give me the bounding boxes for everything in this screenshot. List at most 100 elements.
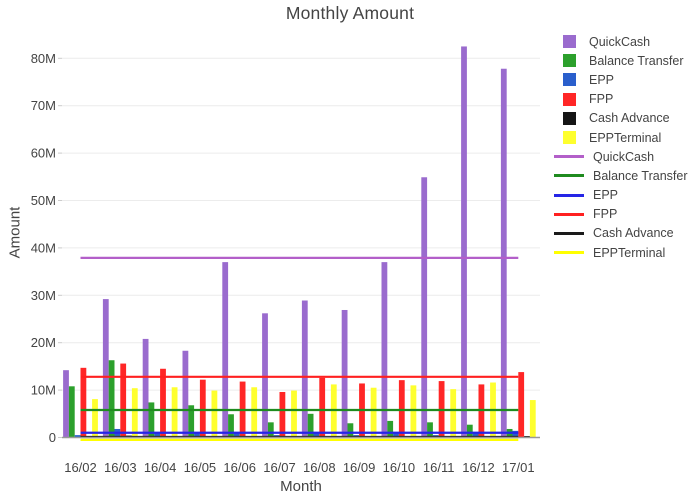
bar-balance-transfer-16/11[interactable] (427, 422, 433, 438)
bar-eppterminal-16/03[interactable] (131, 388, 138, 438)
x-tick-label-16/07: 16/07 (263, 460, 296, 475)
y-tick-label-30M: 30M (31, 288, 56, 303)
x-tick-label-16/03: 16/03 (104, 460, 137, 475)
bar-balance-transfer-16/08[interactable] (307, 413, 314, 438)
bar-fpp-16/02[interactable] (80, 367, 87, 438)
legend-item-balance-transfer-line[interactable]: Balance Transfer (554, 166, 699, 185)
bar-eppterminal-16/07[interactable] (291, 390, 297, 438)
legend-label-epp-line: EPP (593, 188, 619, 203)
legend-label-quickcash-bar: QuickCash (589, 34, 651, 49)
bar-quickcash-16/09[interactable] (341, 309, 348, 438)
x-tick-label-17/01: 17/01 (502, 460, 535, 475)
bar-eppterminal-16/11[interactable] (450, 389, 457, 438)
bar-fpp-16/10[interactable] (398, 380, 405, 438)
bar-balance-transfer-16/03[interactable] (108, 360, 115, 438)
bar-eppterminal-16/04[interactable] (171, 387, 178, 438)
bar-eppterminal-16/09[interactable] (370, 387, 377, 438)
y-tick-label-40M: 40M (31, 240, 56, 255)
bar-epp-17/01[interactable] (512, 430, 519, 438)
y-tick-label-60M: 60M (31, 146, 56, 161)
legend-label-balance-transfer-bar: Balance Transfer (589, 53, 684, 68)
legend-line-swatch-fpp (554, 212, 584, 216)
y-tick-label-20M: 20M (31, 335, 56, 350)
bar-epp-16/05[interactable] (194, 433, 200, 438)
legend-item-epp-bar[interactable]: EPP (554, 70, 699, 89)
legend-item-quickcash-line[interactable]: QuickCash (554, 147, 699, 166)
legend-line-swatch-cash-advance (554, 231, 584, 235)
legend: QuickCash Balance Transfer EPP FPP Cash Adva… (554, 32, 699, 262)
legend-label-balance-transfer-line: Balance Transfer (593, 168, 688, 183)
bar-balance-transfer-16/09[interactable] (347, 423, 354, 438)
legend-square-swatch-cash-advance (563, 111, 576, 125)
legend-label-quickcash-line: QuickCash (593, 149, 655, 164)
legend-line-swatch-eppterminal (554, 251, 584, 255)
bar-quickcash-16/10[interactable] (381, 262, 388, 438)
bar-fpp-16/04[interactable] (160, 368, 166, 438)
bar-quickcash-16/04[interactable] (142, 338, 149, 438)
legend-item-fpp-line[interactable]: FPP (554, 205, 699, 224)
bar-epp-16/10[interactable] (393, 432, 399, 438)
y-tick-label-10M: 10M (31, 383, 56, 398)
y-tick-label-50M: 50M (31, 193, 56, 208)
legend-square-swatch-quickcash (563, 35, 576, 49)
bar-epp-16/08[interactable] (313, 433, 320, 438)
legend-item-fpp-bar[interactable]: FPP (554, 90, 699, 109)
x-tick-label-16/09: 16/09 (343, 460, 376, 475)
legend-item-eppterminal-line[interactable]: EPPTerminal (554, 243, 699, 262)
bar-eppterminal-16/02[interactable] (92, 399, 98, 438)
bar-eppterminal-16/06[interactable] (251, 387, 258, 438)
legend-label-cash-advance-bar: Cash Advance (589, 111, 670, 126)
bar-fpp-16/03[interactable] (120, 363, 127, 438)
bar-quickcash-16/07[interactable] (262, 313, 268, 438)
x-tick-label-16/10: 16/10 (383, 460, 416, 475)
bar-balance-transfer-16/05[interactable] (188, 405, 195, 438)
bar-quickcash-16/06[interactable] (222, 262, 229, 438)
legend-label-eppterminal-bar: EPPTerminal (589, 130, 662, 145)
legend-item-quickcash-bar[interactable]: QuickCash (554, 32, 699, 51)
bar-balance-transfer-16/04[interactable] (148, 402, 155, 438)
bar-fpp-16/05[interactable] (199, 379, 206, 438)
bar-eppterminal-16/10[interactable] (410, 385, 417, 438)
legend-square-swatch-balance-transfer (563, 54, 576, 68)
bar-quickcash-17/01[interactable] (500, 68, 507, 438)
bar-quickcash-16/11[interactable] (421, 177, 428, 438)
legend-line-swatch-quickcash (554, 155, 584, 159)
bar-epp-16/02[interactable] (74, 435, 81, 438)
legend-item-eppterminal-bar[interactable]: EPPTerminal (554, 128, 699, 147)
bar-balance-transfer-16/10[interactable] (387, 420, 394, 438)
legend-item-cash-advance-line[interactable]: Cash Advance (554, 224, 699, 243)
bar-fpp-17/01[interactable] (518, 372, 525, 438)
bar-eppterminal-17/01[interactable] (529, 400, 536, 438)
legend-item-epp-line[interactable]: EPP (554, 186, 699, 205)
bar-epp-16/06[interactable] (233, 432, 240, 438)
bar-balance-transfer-16/07[interactable] (267, 422, 274, 438)
legend-square-swatch-fpp (563, 92, 576, 106)
x-tick-label-16/04: 16/04 (144, 460, 177, 475)
bar-fpp-16/08[interactable] (319, 377, 326, 438)
bar-epp-16/04[interactable] (154, 432, 161, 438)
legend-line-swatch-epp (554, 193, 584, 197)
y-tick-label-80M: 80M (31, 51, 56, 66)
legend-label-cash-advance-line: Cash Advance (593, 226, 674, 241)
legend-line-swatch-balance-transfer (554, 174, 584, 178)
bar-quickcash-16/08[interactable] (301, 300, 308, 438)
legend-item-balance-transfer-bar[interactable]: Balance Transfer (554, 51, 699, 70)
y-tick-label-0: 0 (49, 430, 56, 445)
bar-quickcash-16/12[interactable] (461, 46, 467, 438)
bar-fpp-16/07[interactable] (279, 392, 286, 438)
bar-balance-transfer-16/02[interactable] (68, 386, 75, 438)
legend-item-cash-advance-bar[interactable]: Cash Advance (554, 109, 699, 128)
bar-quickcash-16/02[interactable] (63, 370, 69, 438)
x-tick-label-16/11: 16/11 (423, 460, 455, 475)
bar-epp-16/12[interactable] (472, 433, 479, 438)
bar-quickcash-16/03[interactable] (102, 299, 109, 438)
x-tick-label-16/06: 16/06 (223, 460, 256, 475)
bar-balance-transfer-16/12[interactable] (466, 424, 473, 438)
bar-balance-transfer-16/06[interactable] (228, 414, 234, 438)
bar-eppterminal-16/05[interactable] (211, 390, 218, 438)
x-tick-label-16/05: 16/05 (184, 460, 217, 475)
x-axis-title: Month (280, 478, 322, 495)
bar-quickcash-16/05[interactable] (182, 350, 189, 438)
